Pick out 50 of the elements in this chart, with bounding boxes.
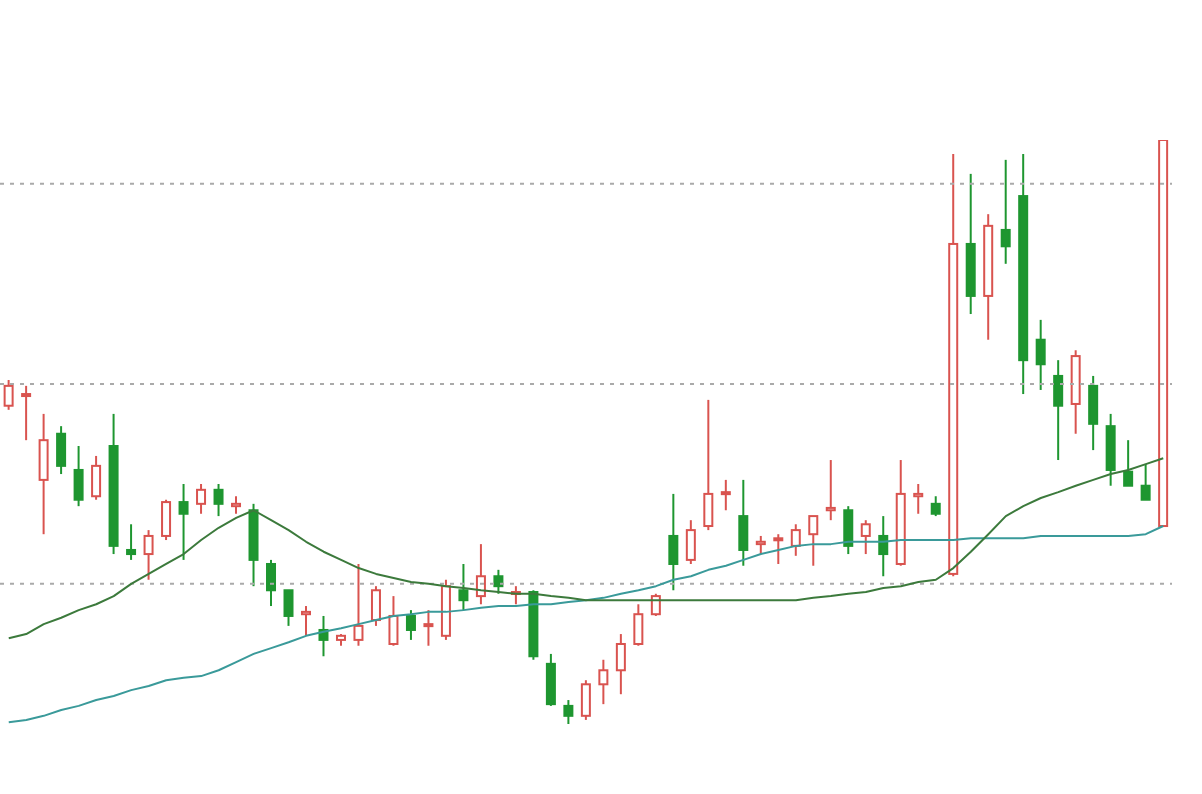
candlestick — [1053, 359, 1064, 462]
candlestick — [21, 384, 32, 442]
candlestick — [388, 595, 399, 647]
candlestick — [738, 478, 749, 567]
candlestick — [825, 459, 836, 522]
candlestick — [668, 492, 679, 592]
candlestick — [213, 482, 224, 518]
candlestick — [423, 609, 434, 647]
candlestick — [126, 523, 137, 561]
candlestick — [1035, 318, 1046, 391]
candlestick — [545, 652, 556, 707]
candlestick — [755, 534, 766, 556]
candlestick — [353, 562, 364, 647]
candlestick — [808, 515, 819, 567]
candlestick — [843, 505, 854, 556]
candlestick — [773, 533, 784, 565]
candlestick — [913, 482, 924, 515]
candlestick — [196, 482, 207, 515]
candlestick — [266, 558, 277, 608]
candlestick — [143, 529, 154, 581]
candlestick — [56, 425, 67, 476]
candlestick — [91, 454, 102, 501]
candlestick — [1123, 439, 1134, 487]
candlestick — [493, 568, 504, 595]
candlestick — [405, 609, 416, 641]
candlestick — [878, 515, 889, 578]
candlestick — [1000, 158, 1011, 265]
candlestick — [1088, 374, 1099, 452]
candlestick — [563, 699, 574, 724]
candlestick — [703, 398, 714, 532]
candlestick — [790, 523, 801, 557]
candlestick — [1105, 412, 1116, 487]
candlestick — [580, 679, 591, 721]
candlestick — [615, 633, 626, 696]
candlestick — [178, 482, 189, 561]
candlestick — [598, 658, 609, 706]
candlestick — [1140, 463, 1151, 501]
candlestick — [73, 445, 84, 508]
candlestick — [38, 412, 49, 536]
candlestick — [1070, 349, 1081, 435]
candlestick — [458, 562, 469, 612]
candlestick — [860, 519, 871, 556]
candlestick — [633, 603, 644, 647]
candlestick — [283, 589, 294, 627]
candlestick — [161, 498, 172, 542]
candlestick — [720, 478, 731, 512]
candlestick — [930, 495, 941, 518]
candlestick — [685, 519, 696, 565]
candlestick — [301, 605, 311, 637]
candlestick — [370, 585, 381, 627]
